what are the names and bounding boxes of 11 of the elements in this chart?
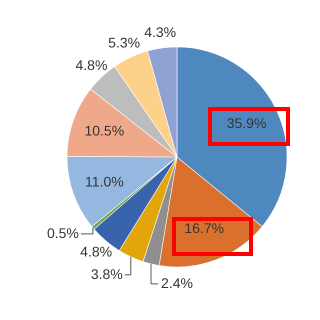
- data-label: 11.0%: [85, 174, 124, 190]
- data-label: 2.4%: [161, 274, 193, 291]
- data-label: 0.5%: [46, 224, 79, 241]
- data-label: 5.3%: [108, 34, 140, 51]
- data-label: 4.3%: [144, 24, 176, 40]
- data-label: 4.8%: [80, 243, 112, 260]
- data-label: 16.7%: [184, 220, 224, 236]
- data-label: 10.5%: [84, 122, 124, 139]
- data-label: 3.8%: [90, 266, 123, 282]
- data-label: 4.8%: [75, 56, 108, 73]
- data-label: 35.9%: [226, 114, 266, 131]
